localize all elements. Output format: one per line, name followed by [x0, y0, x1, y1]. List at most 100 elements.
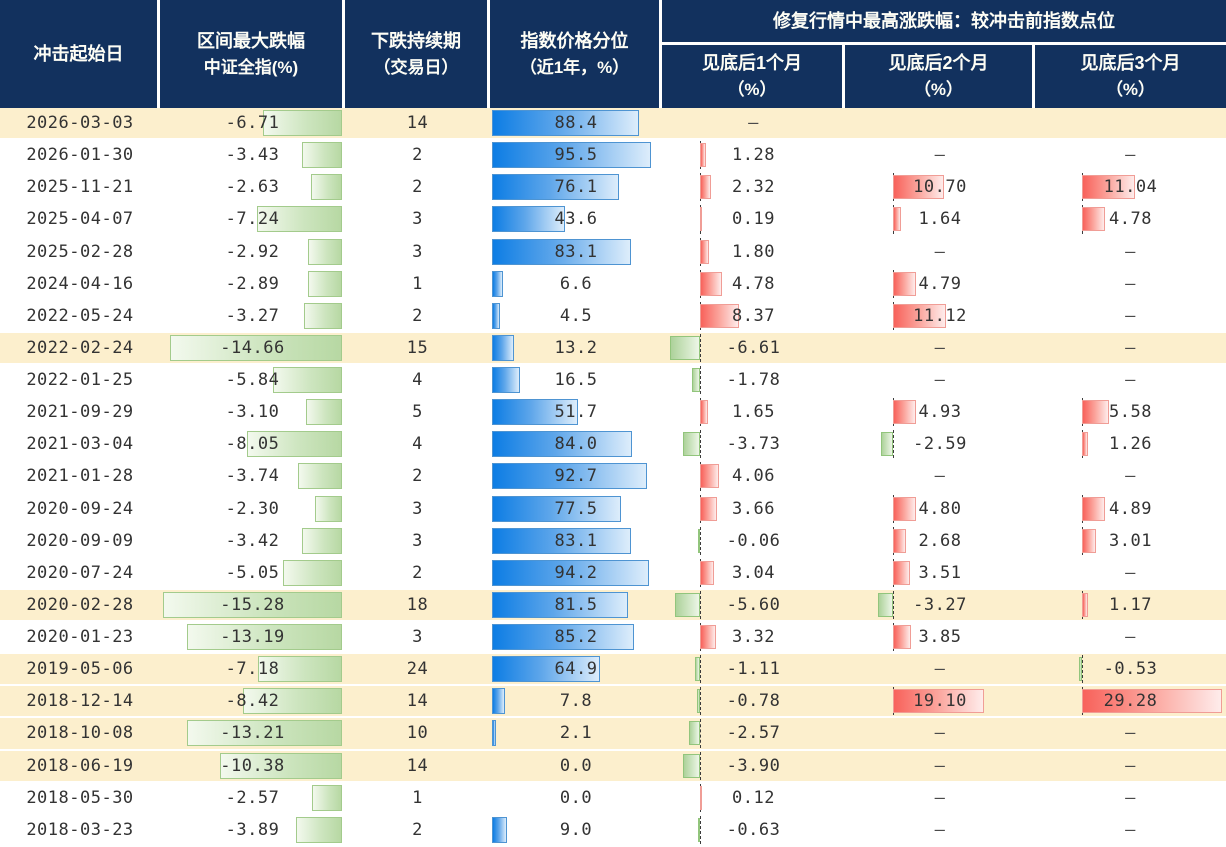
recovery-1m-value: 8.37	[732, 305, 775, 326]
percentile-bar	[492, 270, 503, 297]
duration-cell: 24	[345, 654, 490, 684]
max-drawdown-value: -6.71	[225, 113, 280, 134]
recovery-1m-cell: 4.06	[662, 461, 845, 491]
missing-value-dash: –	[934, 466, 946, 487]
duration-cell: 4	[345, 365, 490, 395]
duration-value: 4	[412, 434, 423, 455]
data-bar-axis	[893, 590, 895, 619]
recovery-1m-cell: -5.60	[662, 590, 845, 620]
recovery-2m-value: -2.59	[913, 434, 967, 455]
header-label: 冲击起始日	[33, 43, 124, 64]
gain-bar	[893, 207, 901, 232]
recovery-2m-cell: –	[845, 654, 1035, 684]
gain-bar	[1081, 400, 1109, 425]
missing-value-dash: –	[934, 659, 946, 680]
shock-date: 2020-07-24	[26, 562, 134, 583]
recovery-1m-value: -2.57	[726, 723, 781, 744]
recovery-2m-cell: 3.85	[845, 622, 1035, 652]
shock-date: 2018-12-14	[26, 691, 134, 712]
percentile-cell: 77.5	[490, 494, 662, 524]
recovery-3m-value: 29.28	[1103, 691, 1158, 712]
table-row: 2022-05-24 -3.27 2 4.5 8.37 11.12 –	[0, 300, 1226, 333]
recovery-2m-cell: 2.68	[845, 526, 1035, 556]
table-row: 2022-01-25 -5.84 4 16.5 -1.78 – –	[0, 365, 1226, 398]
missing-value-dash: –	[1125, 241, 1136, 262]
percentile-bar	[492, 431, 633, 458]
shock-date: 2026-03-03	[26, 113, 134, 134]
drawdown-bar	[273, 367, 342, 394]
duration-cell: 14	[345, 686, 490, 716]
recovery-3m-cell: –	[1035, 751, 1226, 781]
header-max-drawdown: 区间最大跌幅 中证全指(%)	[160, 0, 342, 108]
data-bar-axis	[700, 815, 702, 844]
missing-value-dash: –	[1125, 819, 1136, 840]
shock-date-cell: 2021-01-28	[0, 461, 160, 491]
missing-value-dash: –	[934, 241, 946, 262]
missing-value-dash: –	[934, 787, 946, 808]
table-row: 2018-05-30 -2.57 1 0.0 0.12 – –	[0, 782, 1226, 815]
header-recovery-2m: 见底后2个月 （%）	[845, 45, 1032, 108]
percentile-cell: 13.2	[490, 333, 662, 363]
recovery-3m-cell: –	[1035, 815, 1226, 845]
shock-date: 2024-04-16	[26, 273, 134, 294]
percentile-value: 88.4	[554, 113, 598, 134]
shock-date: 2018-05-30	[26, 787, 134, 808]
recovery-1m-value: -0.63	[726, 819, 781, 840]
percentile-bar	[492, 463, 647, 490]
percentile-cell: 83.1	[490, 237, 662, 267]
duration-value: 2	[412, 145, 423, 166]
duration-value: 2	[412, 562, 423, 583]
drawdown-bar	[162, 591, 342, 618]
shock-date: 2025-11-21	[26, 177, 134, 198]
percentile-value: 94.2	[554, 562, 598, 583]
recovery-1m-cell: -0.78	[662, 686, 845, 716]
recovery-2m-value: 11.12	[913, 305, 967, 326]
recovery-1m-value: 1.80	[732, 241, 775, 262]
missing-value-dash: –	[1125, 305, 1136, 326]
shock-date: 2020-09-09	[26, 530, 134, 551]
data-bar-axis	[893, 430, 895, 459]
header-label-line2: （交易日）	[373, 57, 459, 77]
recovery-3m-cell: 11.04	[1035, 172, 1226, 202]
recovery-2m-value: 4.93	[918, 402, 962, 423]
table-row: 2021-03-04 -8.05 4 84.0 -3.73 -2.59 1.26	[0, 429, 1226, 462]
header-label-line1: 见底后2个月	[888, 53, 989, 74]
duration-value: 1	[412, 273, 423, 294]
header-label-line2: （近1年，%）	[519, 57, 630, 77]
percentile-value: 64.9	[554, 659, 598, 680]
percentile-bar	[492, 624, 635, 651]
table-row: 2020-09-09 -3.42 3 83.1 -0.06 2.68 3.01	[0, 525, 1226, 558]
duration-value: 14	[406, 113, 429, 134]
recovery-2m-value: 4.80	[918, 498, 962, 519]
duration-cell: 3	[345, 526, 490, 556]
missing-value-dash: –	[934, 819, 946, 840]
recovery-1m-value: -1.11	[726, 659, 781, 680]
shock-date-cell: 2019-05-06	[0, 654, 160, 684]
duration-cell: 3	[345, 622, 490, 652]
shock-date: 2021-03-04	[26, 434, 134, 455]
gain-bar	[893, 400, 917, 425]
header-label-line2: （%）	[1105, 80, 1156, 100]
table-row: 2026-03-03 -6.71 14 88.4 –	[0, 108, 1226, 141]
recovery-2m-cell: –	[845, 461, 1035, 491]
missing-value-dash: –	[1125, 627, 1136, 648]
percentile-bar	[492, 688, 505, 715]
recovery-3m-cell: –	[1035, 301, 1226, 331]
max-drawdown-value: -3.43	[225, 145, 280, 166]
recovery-1m-cell: 3.32	[662, 622, 845, 652]
max-drawdown-value: -2.89	[225, 273, 280, 294]
data-bar-axis	[700, 719, 702, 748]
shock-date-cell: 2022-05-24	[0, 301, 160, 331]
missing-value-dash: –	[934, 370, 946, 391]
table-row: 2021-09-29 -3.10 5 51.7 1.65 4.93 5.58	[0, 397, 1226, 430]
drawdown-bar	[311, 174, 342, 201]
recovery-3m-cell: 1.17	[1035, 590, 1226, 620]
recovery-1m-value: -0.78	[726, 691, 781, 712]
recovery-3m-cell: 1.26	[1035, 429, 1226, 459]
table-row: 2018-03-23 -3.89 2 9.0 -0.63 – –	[0, 814, 1226, 847]
table-row: 2025-02-28 -2.92 3 83.1 1.80 – –	[0, 236, 1226, 269]
duration-cell: 14	[345, 751, 490, 781]
loss-bar	[880, 432, 894, 457]
max-drawdown-cell: -3.10	[160, 397, 345, 427]
data-bar-axis	[700, 333, 702, 362]
